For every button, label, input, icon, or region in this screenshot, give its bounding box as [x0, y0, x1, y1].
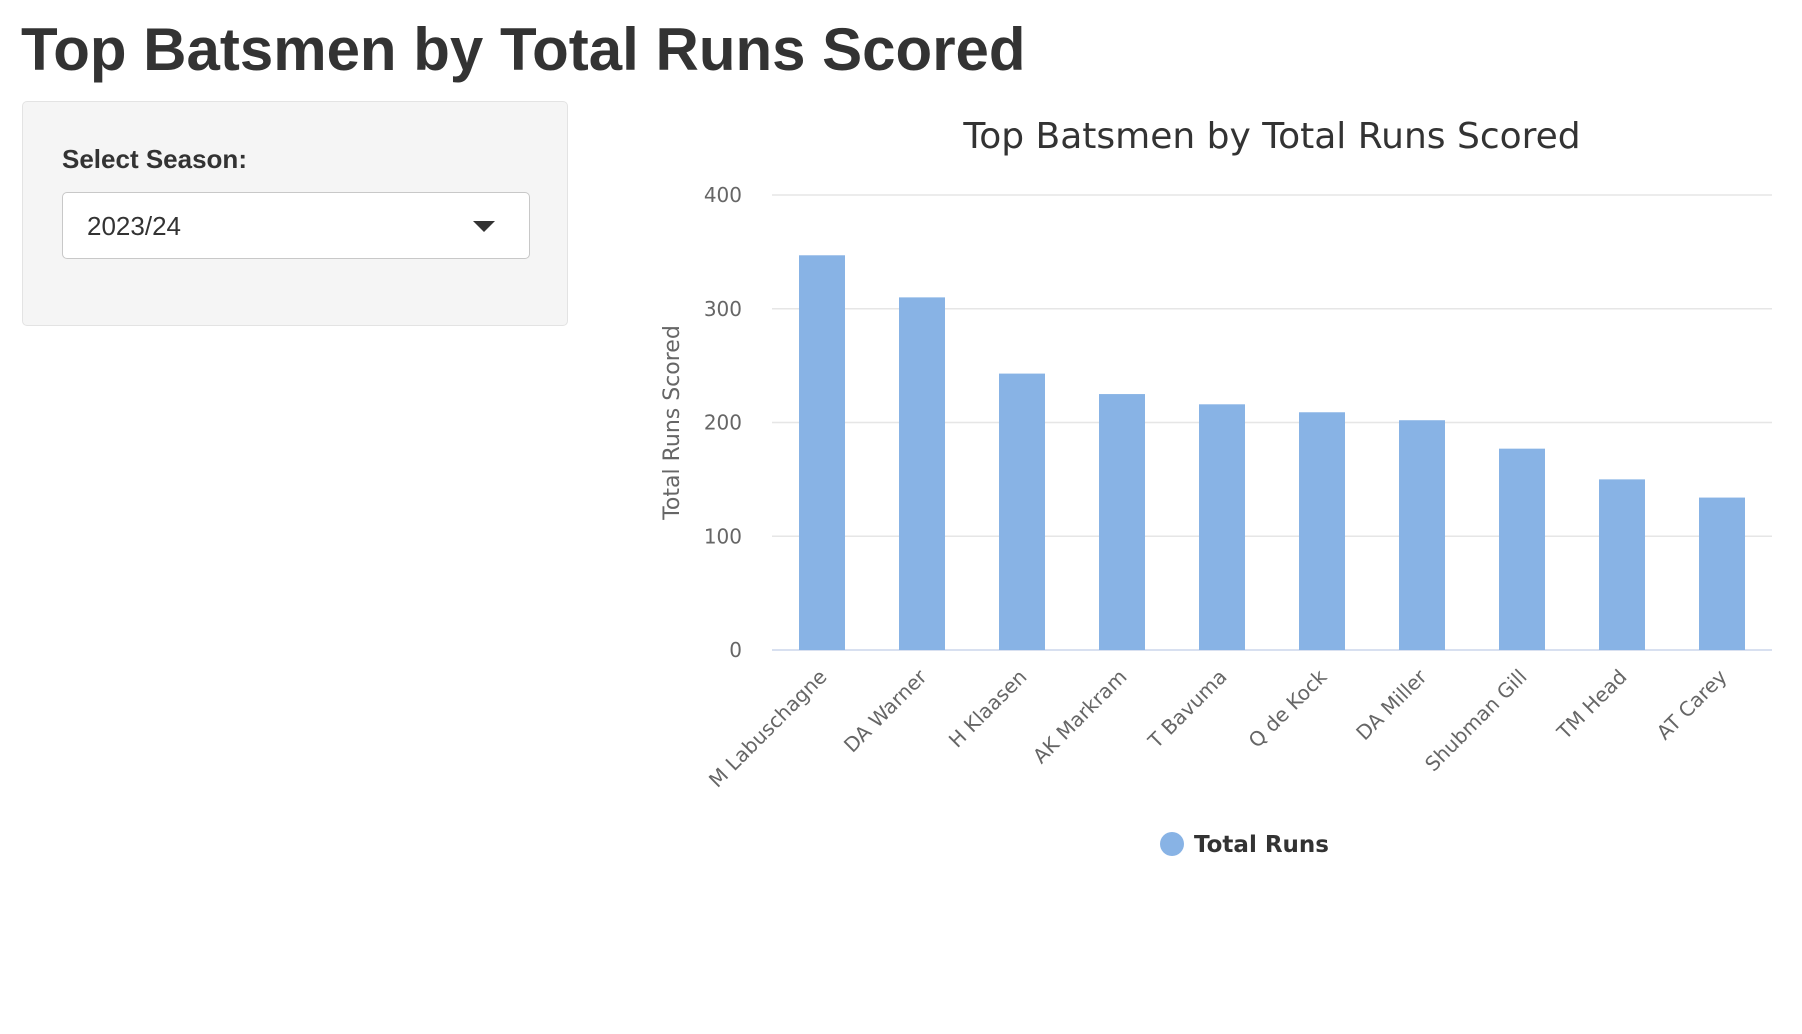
y-axis-label: Total Runs Scored — [660, 325, 685, 521]
page-title: Top Batsmen by Total Runs Scored — [21, 16, 1026, 83]
legend-label[interactable]: Total Runs — [1194, 832, 1329, 858]
x-tick-label: AT Carey — [1652, 664, 1732, 744]
caret-down-icon — [473, 221, 495, 232]
y-tick-label: 200 — [704, 411, 742, 435]
season-select[interactable]: 2023/24 — [62, 192, 530, 259]
chart-svg: Top Batsmen by Total Runs Scored 0 100 200 3… — [660, 116, 1772, 858]
bar-at-carey[interactable] — [1699, 497, 1745, 650]
y-tick-label: 100 — [704, 524, 742, 548]
bar-m-labuschagne[interactable] — [799, 255, 845, 650]
bar-chart: Top Batsmen by Total Runs Scored 0 100 200 3… — [640, 100, 1780, 890]
x-tick-label: Q de Kock — [1244, 664, 1332, 752]
x-tick-label: T Bavuma — [1143, 665, 1232, 754]
bar-shubman-gill[interactable] — [1499, 448, 1545, 650]
bar-t-bavuma[interactable] — [1199, 404, 1245, 650]
season-select-value: 2023/24 — [87, 211, 181, 241]
bar-tm-head[interactable] — [1599, 479, 1645, 650]
bar-da-miller[interactable] — [1399, 420, 1445, 650]
x-tick-label: Shubman Gill — [1420, 665, 1532, 777]
y-tick-label: 0 — [729, 638, 742, 662]
season-select-label: Select Season: — [62, 144, 247, 174]
x-tick-label: AK Markram — [1028, 665, 1132, 769]
sidebar-panel: Select Season: 2023/24 — [22, 101, 568, 326]
y-tick-label: 300 — [704, 297, 742, 321]
bar-h-klaasen[interactable] — [999, 373, 1045, 650]
x-tick-label: TM Head — [1552, 665, 1632, 745]
legend-marker — [1160, 832, 1184, 856]
x-tick-label: M Labuschagne — [704, 665, 832, 793]
x-tick-label: DA Warner — [839, 664, 932, 757]
bar-ak-markram[interactable] — [1099, 394, 1145, 650]
chart-title: Top Batsmen by Total Runs Scored — [962, 116, 1580, 157]
bar-q-de-kock[interactable] — [1299, 412, 1345, 650]
x-tick-label: H Klaasen — [944, 665, 1032, 753]
bar-da-warner[interactable] — [899, 297, 945, 650]
y-tick-label: 400 — [704, 183, 742, 207]
x-tick-label: DA Miller — [1351, 664, 1432, 745]
